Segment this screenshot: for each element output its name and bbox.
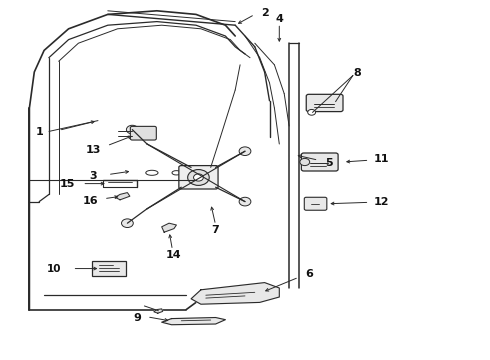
FancyBboxPatch shape	[301, 153, 338, 171]
Text: 15: 15	[60, 179, 75, 189]
Text: 12: 12	[373, 197, 389, 207]
FancyBboxPatch shape	[92, 261, 126, 276]
Circle shape	[239, 197, 251, 206]
FancyBboxPatch shape	[306, 94, 343, 112]
FancyBboxPatch shape	[130, 126, 156, 140]
Ellipse shape	[172, 171, 181, 175]
Polygon shape	[115, 193, 130, 200]
Text: 14: 14	[166, 250, 182, 260]
Circle shape	[122, 219, 133, 228]
Polygon shape	[162, 223, 176, 232]
Text: 1: 1	[35, 127, 43, 137]
Text: 9: 9	[133, 312, 141, 323]
Polygon shape	[154, 309, 163, 313]
Polygon shape	[162, 318, 225, 325]
Text: 5: 5	[325, 158, 333, 168]
Text: 7: 7	[212, 225, 220, 235]
Text: 4: 4	[275, 14, 283, 24]
Text: 13: 13	[85, 145, 101, 155]
Text: 8: 8	[354, 68, 362, 78]
Ellipse shape	[146, 170, 158, 175]
Circle shape	[188, 170, 209, 185]
Text: 2: 2	[261, 8, 269, 18]
Text: 3: 3	[89, 171, 97, 181]
Circle shape	[308, 109, 316, 115]
Text: 16: 16	[83, 195, 98, 206]
Text: 11: 11	[373, 154, 389, 164]
Polygon shape	[191, 283, 279, 304]
FancyBboxPatch shape	[179, 166, 218, 189]
Circle shape	[194, 174, 203, 181]
Circle shape	[300, 158, 310, 166]
Text: 10: 10	[47, 264, 61, 274]
Text: 6: 6	[305, 269, 313, 279]
Circle shape	[239, 147, 251, 156]
FancyBboxPatch shape	[304, 197, 327, 210]
Circle shape	[126, 125, 138, 134]
